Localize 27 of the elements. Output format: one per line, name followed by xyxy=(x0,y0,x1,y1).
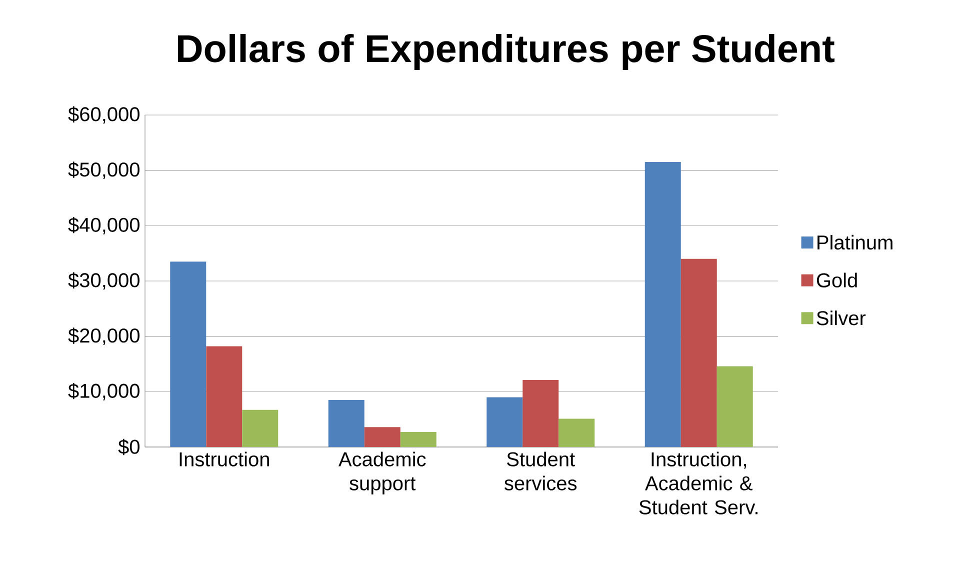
y-tick-label: $20,000 xyxy=(68,328,140,345)
bar xyxy=(558,418,595,447)
bar xyxy=(680,258,717,447)
bar xyxy=(242,410,278,447)
bar xyxy=(170,262,206,447)
legend-label: Silver xyxy=(816,310,866,326)
bar xyxy=(644,162,681,447)
x-tick-label: Instruction, Academic & Student Serv. xyxy=(639,452,758,514)
chart-title: Dollars of Expenditures per Student xyxy=(178,34,834,70)
bar xyxy=(400,432,436,447)
y-tick-label: $10,000 xyxy=(68,382,140,400)
y-tick-label: $50,000 xyxy=(68,162,140,179)
x-tick-label: Student services xyxy=(504,452,577,490)
x-tick-label: Instruction xyxy=(180,452,269,466)
y-tick-label: $40,000 xyxy=(68,216,140,234)
x-tick-label: Academic support xyxy=(338,452,426,494)
y-tick-label: $60,000 xyxy=(68,106,140,124)
bar xyxy=(206,346,242,447)
y-tick-label: $30,000 xyxy=(68,272,140,290)
y-tick-label: $0 xyxy=(118,438,140,456)
bar xyxy=(364,427,400,447)
bar xyxy=(328,400,364,447)
legend-label: Gold xyxy=(816,272,857,288)
bar xyxy=(716,366,753,447)
bar xyxy=(522,380,559,447)
legend-label: Platinum xyxy=(818,234,892,250)
bar xyxy=(486,397,523,447)
